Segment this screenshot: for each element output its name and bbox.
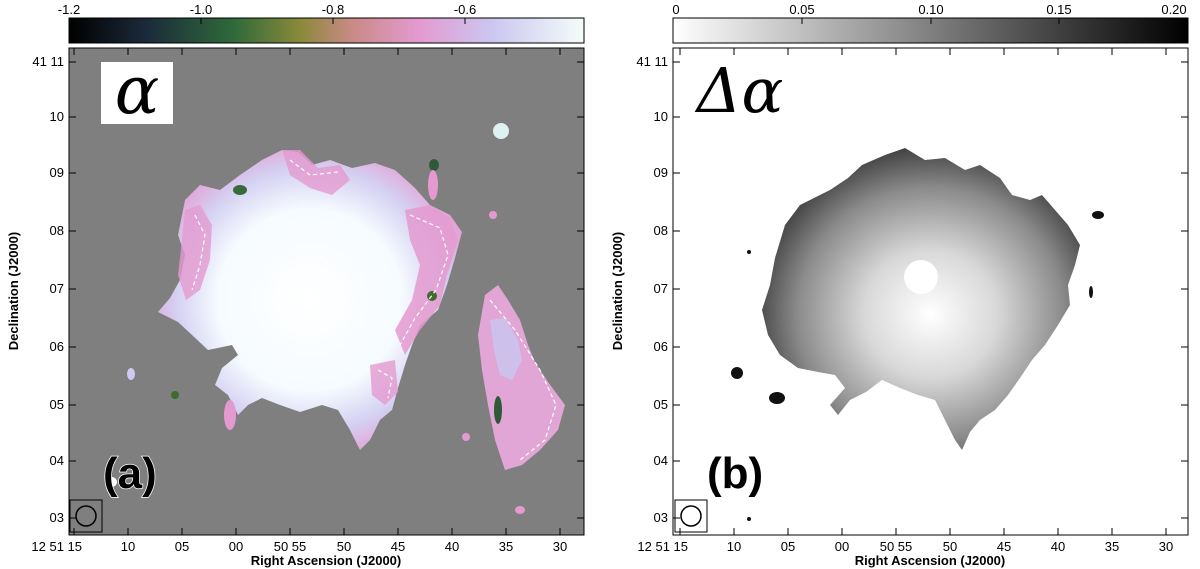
xlabel-a: Right Ascension (J2000) <box>251 553 402 568</box>
xtick-label-b: 00 <box>835 539 849 554</box>
beam-ellipse-a <box>75 505 97 527</box>
xtick-label-a: 12 51 15 <box>31 539 82 554</box>
map-a-blob <box>107 477 117 487</box>
map-b-blob <box>1089 286 1093 298</box>
ytick-label-b: 41 11 <box>636 54 668 69</box>
xtick-label-a: 05 <box>175 539 189 554</box>
ytick-label-b: 10 <box>654 109 668 124</box>
delta-alpha-symbol-label: Δα <box>695 54 784 127</box>
xtick-label-a: 35 <box>499 539 513 554</box>
colorbar-a-tick-label: -0.6 <box>454 2 476 17</box>
colorbar-a-tick-label: -1.0 <box>190 2 212 17</box>
map-a-blob <box>493 123 509 139</box>
alpha-symbol-label: α <box>115 52 160 129</box>
beam-ellipse-b <box>680 505 702 527</box>
colorbar-b-tick-label: 0.05 <box>789 2 814 17</box>
map-a-emission-east-core <box>490 318 522 380</box>
map-a-steep-patch <box>171 391 179 399</box>
xtick-label-a: 10 <box>121 539 135 554</box>
ytick-label-a: 05 <box>50 397 64 412</box>
colorbar-a-tick-label: -1.2 <box>58 2 80 17</box>
map-a-blob <box>224 400 236 430</box>
colorbar-b-tick-label: 0.20 <box>1161 2 1186 17</box>
ytick-label-b: 06 <box>654 339 668 354</box>
map-b-blob <box>747 517 751 521</box>
map-a-steep-patch <box>494 396 502 424</box>
map-a-blob <box>489 211 497 219</box>
xtick-label-a: 30 <box>553 539 567 554</box>
map-b-emission-main <box>762 148 1080 450</box>
map-a-contours <box>191 159 557 461</box>
ytick-label-a: 04 <box>50 453 64 468</box>
map-b-xticks <box>679 48 1167 535</box>
map-a-rim-south <box>370 360 398 405</box>
colorbar-a-tick-label: -0.8 <box>322 2 344 17</box>
colorbar-b-tick-label: 0 <box>672 2 679 17</box>
ytick-label-a: 03 <box>50 510 64 525</box>
colorbar-b-tick-label: 0.15 <box>1046 2 1071 17</box>
xtick-label-b: 30 <box>1159 539 1173 554</box>
ytick-label-a: 10 <box>50 109 64 124</box>
ytick-label-b: 08 <box>654 223 668 238</box>
map-b-center-hole <box>904 260 938 294</box>
map-a-rim-north <box>282 150 350 195</box>
xtick-label-b: 45 <box>997 539 1011 554</box>
map-b-yticks <box>673 61 1188 519</box>
map-a-steep-patch <box>429 159 439 171</box>
xlabel-b: Right Ascension (J2000) <box>855 553 1006 568</box>
map-b-blob <box>731 367 743 379</box>
xtick-label-a: 50 55 <box>274 539 307 554</box>
map-b-blob <box>1092 211 1104 219</box>
map-a-rim-east <box>395 205 458 355</box>
xtick-label-b: 40 <box>1051 539 1065 554</box>
xtick-label-b: 10 <box>727 539 741 554</box>
colorbar-a <box>68 17 585 44</box>
ytick-label-a: 09 <box>50 165 64 180</box>
map-a-blob <box>428 170 438 200</box>
map-b-frame <box>672 47 1189 536</box>
ytick-label-a: 41 11 <box>32 54 64 69</box>
ylabel-b: Declination (J2000) <box>610 232 625 351</box>
xtick-label-b: 50 <box>943 539 957 554</box>
colorbar-a-ticks <box>68 18 466 24</box>
map-a-blob <box>127 368 135 380</box>
xtick-label-a: 00 <box>229 539 243 554</box>
xtick-label-a: 40 <box>445 539 459 554</box>
ytick-label-b: 09 <box>654 165 668 180</box>
alpha-label-box <box>101 62 173 124</box>
panel-a: -1.2 -1.0 -0.8 -0.6 <box>6 2 585 568</box>
map-a-steep-patch <box>233 185 247 195</box>
xtick-label-a: 50 <box>337 539 351 554</box>
xtick-label-a: 45 <box>391 539 405 554</box>
ytick-label-b: 04 <box>654 453 668 468</box>
ytick-label-b: 07 <box>654 281 668 296</box>
map-a-blob <box>515 506 525 514</box>
map-a-rim-west <box>178 205 212 300</box>
panel-a-label: (a) <box>103 449 157 498</box>
xtick-label-b: 12 51 15 <box>637 539 688 554</box>
xtick-label-b: 50 55 <box>880 539 913 554</box>
map-a-frame <box>68 47 585 536</box>
map-a-blob <box>462 433 470 441</box>
map-a-yticks <box>69 61 584 519</box>
beam-box-a <box>69 499 103 533</box>
colorbar-b-ticks <box>672 18 1188 24</box>
ylabel-a: Declination (J2000) <box>6 232 21 351</box>
map-b-blob <box>747 250 751 254</box>
map-a-xticks <box>73 48 561 535</box>
ytick-label-a: 06 <box>50 339 64 354</box>
colorbar-b-tick-label: 0.10 <box>918 2 943 17</box>
xtick-label-b: 35 <box>1105 539 1119 554</box>
panel-b: 0 0.05 0.10 0.15 0.20 Δα (b) 41 <box>610 2 1189 568</box>
panel-b-label: (b) <box>707 449 763 498</box>
map-b-blob <box>769 392 785 404</box>
beam-box-b <box>674 499 708 533</box>
ytick-label-b: 05 <box>654 397 668 412</box>
ytick-label-a: 08 <box>50 223 64 238</box>
xtick-label-b: 05 <box>781 539 795 554</box>
ytick-label-b: 03 <box>654 510 668 525</box>
ytick-label-a: 07 <box>50 281 64 296</box>
